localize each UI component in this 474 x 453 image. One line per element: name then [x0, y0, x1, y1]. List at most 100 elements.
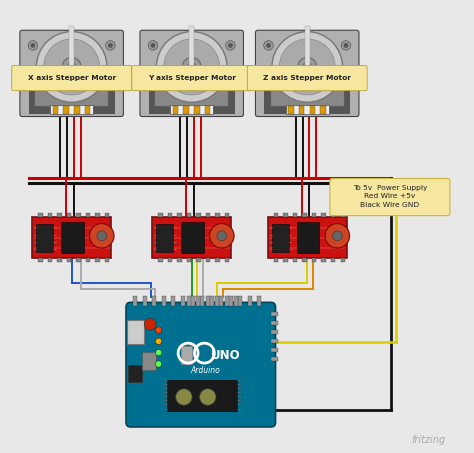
- Bar: [206, 213, 210, 217]
- Circle shape: [155, 350, 162, 356]
- Bar: [95, 258, 100, 262]
- Bar: [191, 296, 194, 306]
- Bar: [312, 258, 316, 262]
- Bar: [36, 224, 54, 252]
- Circle shape: [176, 389, 192, 405]
- FancyBboxPatch shape: [126, 303, 275, 427]
- Circle shape: [200, 389, 216, 405]
- Bar: [167, 380, 237, 411]
- Bar: [264, 87, 350, 114]
- Bar: [35, 86, 108, 106]
- Bar: [189, 26, 194, 67]
- Bar: [321, 258, 326, 262]
- FancyBboxPatch shape: [140, 30, 244, 116]
- Circle shape: [264, 41, 273, 50]
- Circle shape: [151, 43, 155, 48]
- Circle shape: [148, 41, 158, 50]
- Bar: [196, 258, 201, 262]
- Circle shape: [266, 43, 271, 48]
- Circle shape: [217, 231, 227, 241]
- Circle shape: [30, 43, 35, 48]
- FancyBboxPatch shape: [247, 66, 367, 91]
- Bar: [238, 296, 242, 306]
- Bar: [302, 213, 307, 217]
- Bar: [272, 339, 278, 343]
- Bar: [305, 26, 310, 67]
- Bar: [177, 258, 182, 262]
- Bar: [272, 321, 278, 325]
- Circle shape: [44, 39, 100, 95]
- Bar: [293, 213, 297, 217]
- Bar: [38, 213, 43, 217]
- Circle shape: [151, 84, 155, 89]
- Circle shape: [164, 39, 219, 95]
- Circle shape: [332, 231, 342, 241]
- Circle shape: [106, 41, 115, 50]
- Bar: [302, 258, 307, 262]
- Bar: [69, 26, 74, 67]
- Circle shape: [279, 39, 335, 95]
- Circle shape: [298, 58, 317, 77]
- Bar: [340, 258, 345, 262]
- Bar: [194, 106, 200, 114]
- Bar: [310, 106, 315, 114]
- Bar: [57, 213, 62, 217]
- Circle shape: [325, 224, 349, 248]
- Bar: [156, 224, 173, 252]
- Bar: [86, 258, 90, 262]
- Bar: [183, 106, 189, 114]
- Bar: [216, 213, 220, 217]
- Bar: [86, 213, 90, 217]
- Bar: [272, 312, 278, 316]
- Bar: [206, 258, 210, 262]
- Bar: [158, 213, 163, 217]
- Bar: [225, 258, 229, 262]
- Bar: [271, 86, 344, 106]
- Bar: [340, 213, 345, 217]
- Bar: [173, 106, 178, 114]
- Circle shape: [272, 32, 343, 102]
- Bar: [63, 106, 69, 114]
- Bar: [321, 213, 326, 217]
- Circle shape: [187, 63, 196, 71]
- Bar: [61, 222, 83, 253]
- Circle shape: [341, 82, 351, 91]
- Bar: [288, 106, 294, 114]
- FancyBboxPatch shape: [255, 30, 359, 116]
- Circle shape: [226, 82, 235, 91]
- Bar: [74, 106, 80, 114]
- Bar: [85, 106, 91, 114]
- Text: To 5v  Power Supply
Red Wire +5v
Black Wire GND: To 5v Power Supply Red Wire +5v Black Wi…: [353, 185, 427, 207]
- Circle shape: [90, 224, 114, 248]
- Bar: [219, 296, 223, 306]
- Bar: [320, 106, 326, 114]
- Bar: [257, 296, 261, 306]
- Bar: [331, 258, 336, 262]
- Bar: [67, 258, 71, 262]
- Bar: [331, 213, 336, 217]
- Bar: [57, 258, 62, 262]
- Circle shape: [266, 84, 271, 89]
- Circle shape: [303, 63, 311, 71]
- Circle shape: [226, 41, 235, 50]
- Bar: [143, 296, 147, 306]
- Circle shape: [36, 32, 107, 102]
- Bar: [228, 296, 233, 306]
- Bar: [182, 222, 204, 253]
- Bar: [142, 352, 156, 371]
- Bar: [168, 213, 172, 217]
- Circle shape: [155, 327, 162, 333]
- Bar: [162, 296, 166, 306]
- Bar: [76, 213, 81, 217]
- Bar: [268, 217, 347, 258]
- Bar: [210, 296, 213, 306]
- Circle shape: [156, 32, 227, 102]
- Bar: [247, 296, 252, 306]
- Bar: [225, 213, 229, 217]
- Circle shape: [30, 84, 35, 89]
- Bar: [38, 258, 43, 262]
- Bar: [128, 365, 142, 382]
- Bar: [312, 213, 316, 217]
- Circle shape: [155, 361, 162, 367]
- Text: UNO: UNO: [211, 349, 240, 362]
